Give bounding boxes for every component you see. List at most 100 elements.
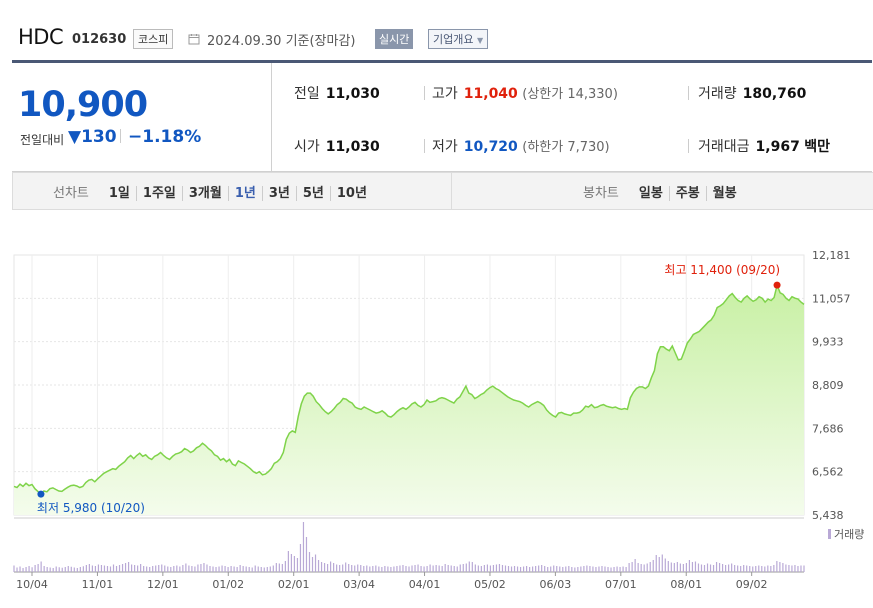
volume-bar [336,564,338,572]
realtime-button[interactable]: 실시간 [375,29,414,49]
volume-bar [287,551,289,572]
volume-bar [330,561,332,572]
x-tick-label: 09/02 [736,578,768,591]
volume-bar [715,562,718,572]
high-value: 11,040 [463,86,518,102]
volume-bar [547,567,549,572]
volume-bar [571,567,573,572]
candle-period-tab-1[interactable]: 주봉 [668,186,706,201]
min-marker [37,490,45,498]
volume-bar [652,560,654,572]
volume-bar [788,565,790,572]
volume-bar [85,565,87,572]
volume-bar [22,568,24,572]
company-overview-button[interactable]: 기업개요 ▼ [428,29,489,49]
volume-bar [43,566,45,572]
volume-bar [127,562,130,572]
line-period-tab-1[interactable]: 1주일 [135,186,182,201]
volume-bar [206,564,208,572]
stock-code: 012630 [72,32,127,47]
line-period-tab-0[interactable]: 1일 [108,186,130,201]
volume-bar [556,566,558,572]
volume-bar [438,565,440,572]
volume-bar [474,564,476,572]
volume-bar [94,566,97,572]
volume-bar [598,566,600,572]
volume-bar [697,563,700,572]
volume-bar [242,566,244,572]
volume-bar [384,566,386,572]
y-tick-label: 7,686 [812,422,844,435]
volume-bar [562,567,564,572]
volume-bar [109,566,112,572]
volume-bar [269,566,271,572]
volume-bar [326,564,329,572]
volume-bar [580,566,582,572]
volume-bar [785,564,787,572]
volume-bar [333,563,335,572]
trade-amount: 거래대금 1,967 백만 [698,136,830,156]
volume-bar [134,565,136,572]
volume-bar [685,563,688,572]
volume-bar [429,564,431,572]
volume-bar [676,562,678,572]
volume-bar [360,565,362,572]
volume-bar [390,567,392,572]
volume-bar [532,566,534,572]
volume-bar [510,566,513,572]
volume-bar [149,567,151,572]
volume-bar [519,567,522,572]
volume-bar [19,566,21,572]
volume-bar [444,564,446,572]
line-period-tab-3[interactable]: 1년 [227,186,262,201]
line-period-tab-6[interactable]: 10년 [329,186,373,201]
candle-chart-label: 봉차트 [583,186,619,201]
volume-bar [586,565,588,572]
volume-bar [185,563,187,572]
line-chart-periods: 선차트 1일 1주일 3개월 1년 3년 5년 10년 [53,182,373,201]
line-period-tab-2[interactable]: 3개월 [181,186,228,201]
volume-bar [516,566,519,572]
volume-bar [411,565,413,572]
diff-rate: −1.18% [128,127,202,147]
calendar-icon [188,34,200,45]
volume-bar [595,567,597,572]
volume-bar [266,567,268,572]
prev-close-value: 11,030 [325,86,380,102]
volume-bar [317,560,320,572]
volume-bar [170,567,172,572]
line-period-tab-5[interactable]: 5년 [295,186,330,201]
volume-bar [483,565,485,572]
volume-bar [610,567,612,572]
volume-bar [299,544,302,572]
volume-bar [79,567,81,572]
volume-bar [106,566,109,572]
volume-bar [559,566,561,572]
candle-period-tab-0[interactable]: 일봉 [638,186,663,201]
volume-bar [529,567,531,572]
volume-bar [498,564,501,572]
line-period-tab-4[interactable]: 3년 [261,186,296,201]
volume-bar [67,566,69,572]
diff-label: 전일대비 [20,133,65,147]
x-tick-label: 11/01 [82,578,114,591]
open-price: 시가 11,030 [294,136,380,156]
stock-header: HDC 012630 코스피 2024.09.30 기준(장마감) 실시간 기업… [0,0,873,60]
upper-limit: (상한가 14,330) [522,87,618,102]
x-tick-label: 04/01 [409,578,441,591]
candle-period-tab-2[interactable]: 월봉 [705,186,743,201]
volume-bar [655,555,657,572]
volume-bar [619,567,621,572]
volume-bar [28,566,30,572]
volume-bar [112,564,115,572]
min-annotation: 최저 5,980 (10/20) [37,501,145,515]
volume-bar [613,567,615,572]
period-selector: 선차트 1일 1주일 3개월 1년 3년 5년 10년 봉차트 일봉 주봉 월봉 [12,172,873,210]
volume-bar [426,566,428,572]
volume-bar [245,566,247,572]
volume-bar [435,565,437,572]
volume-legend-swatch [828,529,831,539]
volume-bar [767,565,769,572]
volume-bar [372,566,374,572]
divider [688,139,689,153]
